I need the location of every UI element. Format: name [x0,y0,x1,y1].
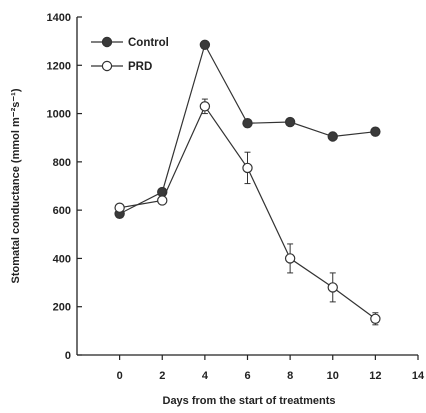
legend-label: PRD [128,61,152,73]
data-point [370,126,381,137]
x-tick-label: 0 [117,370,123,382]
data-point [327,131,338,142]
x-tick-label: 6 [244,370,250,382]
data-point [327,282,338,293]
y-tick-label: 800 [53,157,71,169]
y-tick-label: 200 [53,302,71,314]
x-tick-label: 8 [287,370,293,382]
ticks: 0 200 400 600 800 1000 1200 1400 0 2 4 6 8 10 12 14 [47,12,425,382]
legend: Control PRD [91,36,169,73]
data-point [199,101,211,112]
series-control [114,39,381,219]
x-tick-label: 10 [327,370,339,382]
series-layer [114,39,381,326]
legend-marker [101,36,113,48]
y-tick-label: 600 [53,205,71,217]
x-tick-label: 2 [159,370,165,382]
data-point [370,313,381,324]
legend-label: Control [128,37,169,49]
x-axis-label: Days from the start of treatments [163,395,336,407]
series-line [119,43,376,215]
series-prd [114,98,381,326]
data-point [199,39,211,50]
y-tick-label: 1000 [47,109,71,121]
y-tick-label: 400 [53,253,71,265]
data-point [242,118,253,129]
x-tick-label: 14 [412,370,425,382]
y-axis-label: Stomatal conductance (mmol m⁻²s⁻¹) [10,88,22,283]
data-point [284,116,296,128]
x-tick-label: 12 [369,370,381,382]
y-tick-label: 0 [65,350,71,362]
legend-marker [101,60,113,72]
data-point [284,253,296,264]
y-tick-label: 1200 [47,60,71,72]
x-tick-label: 4 [202,370,209,382]
data-point [157,195,168,206]
data-point [114,202,125,213]
y-tick-label: 1400 [47,12,71,24]
data-point [242,162,253,174]
